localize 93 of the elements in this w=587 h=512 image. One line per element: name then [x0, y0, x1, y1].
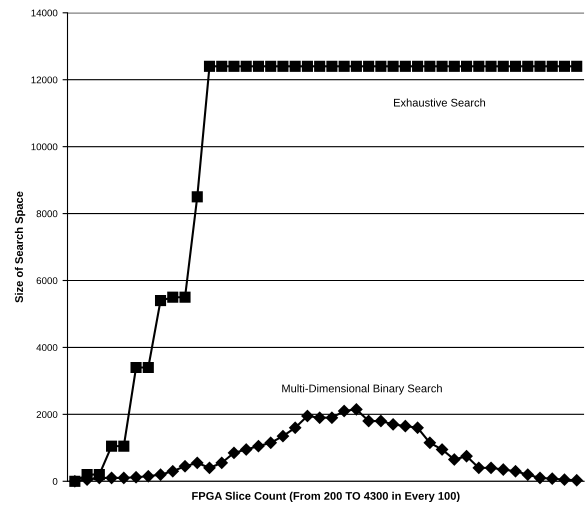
point — [277, 60, 288, 72]
point — [69, 476, 80, 487]
point — [204, 60, 216, 72]
y-tick-label: 14000 — [31, 10, 58, 16]
point — [522, 468, 534, 481]
point — [106, 440, 118, 452]
point — [240, 443, 252, 456]
point — [289, 422, 302, 434]
point — [472, 462, 485, 474]
point — [510, 60, 522, 72]
point — [558, 60, 570, 72]
point — [534, 60, 546, 72]
point — [387, 418, 400, 430]
point — [424, 436, 436, 449]
point — [399, 420, 412, 432]
point — [509, 465, 522, 478]
point — [192, 191, 203, 202]
point — [571, 60, 582, 72]
point — [142, 470, 154, 482]
annotation: Exhaustive Search — [394, 98, 486, 107]
point — [412, 60, 424, 72]
point — [191, 456, 204, 469]
point — [178, 460, 192, 472]
point — [326, 412, 338, 424]
point — [252, 60, 264, 72]
point — [142, 362, 154, 374]
x-axis-title: FPGA Slice Count (From 200 TO 4300 in Every 100) — [192, 492, 460, 502]
point — [265, 60, 276, 72]
point — [264, 436, 277, 449]
point — [484, 462, 498, 474]
point — [314, 60, 326, 72]
point — [82, 469, 93, 480]
point — [338, 60, 350, 72]
point — [154, 295, 166, 306]
point — [546, 472, 558, 485]
point — [570, 474, 583, 486]
y-tick-label: 8000 — [36, 210, 58, 218]
point — [350, 403, 362, 416]
point — [130, 362, 142, 374]
point — [461, 60, 472, 72]
point — [424, 60, 436, 72]
y-tick-label: 6000 — [36, 277, 58, 284]
point — [301, 410, 314, 422]
point — [546, 60, 558, 72]
point — [448, 60, 460, 72]
point — [216, 60, 228, 72]
point — [497, 463, 510, 476]
point — [498, 60, 509, 72]
point — [252, 440, 265, 452]
point — [314, 412, 326, 424]
point — [154, 468, 167, 481]
point — [203, 462, 216, 474]
point — [240, 60, 252, 72]
point — [374, 414, 387, 428]
point — [228, 446, 240, 459]
y-tick-label: 4000 — [36, 344, 58, 352]
annotation: Multi-Dimensional Binary Search — [282, 384, 442, 395]
point — [130, 471, 142, 484]
y-tick-label: 12000 — [31, 76, 58, 84]
point — [436, 60, 448, 72]
point — [534, 472, 546, 484]
point — [362, 414, 375, 428]
y-tick-label: 2000 — [36, 411, 58, 418]
point — [228, 60, 240, 72]
point — [166, 465, 179, 478]
point — [105, 472, 118, 484]
point — [485, 60, 497, 72]
point — [179, 292, 191, 303]
point — [522, 60, 534, 72]
point — [436, 443, 448, 456]
point — [400, 60, 411, 72]
point — [460, 450, 473, 462]
point — [338, 404, 350, 418]
point — [94, 469, 105, 480]
point — [375, 60, 386, 72]
point — [558, 474, 571, 486]
point — [363, 60, 374, 72]
point — [473, 60, 484, 72]
point — [350, 60, 362, 72]
point — [167, 292, 178, 303]
point — [388, 60, 399, 72]
y-axis-title: Size of Search Space — [14, 192, 26, 303]
point — [302, 60, 313, 72]
y-tick-label: 0 — [52, 478, 58, 485]
y-tick-label: 10000 — [31, 143, 58, 150]
point — [411, 422, 424, 434]
point — [118, 472, 130, 484]
point — [118, 440, 130, 452]
point — [290, 60, 301, 72]
point — [326, 60, 338, 72]
point — [276, 430, 290, 442]
point — [448, 453, 460, 466]
point — [216, 456, 228, 469]
